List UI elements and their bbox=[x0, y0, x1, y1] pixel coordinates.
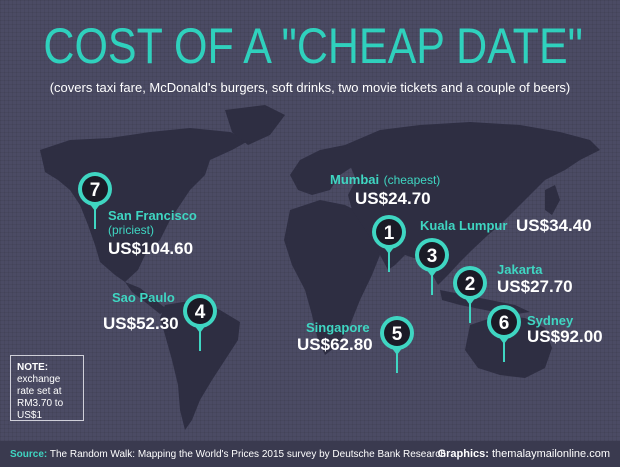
japan-shape bbox=[545, 185, 560, 215]
asia-shape bbox=[345, 122, 600, 285]
pin-rank-label: 5 bbox=[392, 324, 403, 345]
city-name-singapore: Singapore bbox=[306, 320, 370, 335]
europe-shape bbox=[290, 145, 360, 195]
source-label: Source: bbox=[10, 449, 48, 460]
pin-center bbox=[187, 298, 213, 324]
pin-rank-label: 2 bbox=[465, 274, 476, 295]
central-america-shape bbox=[125, 282, 168, 314]
city-name-sao-paulo: Sao Paulo bbox=[112, 290, 175, 305]
australia-shape bbox=[465, 315, 552, 378]
pin-rank-label: 4 bbox=[195, 302, 206, 323]
map-pin-sao-paulo: 4 bbox=[183, 294, 217, 351]
source-line: Source: The Random Walk: Mapping the Wor… bbox=[10, 449, 446, 460]
greenland-shape bbox=[225, 105, 285, 145]
city-name-mumbai: Mumbai bbox=[330, 172, 380, 187]
pin-center bbox=[376, 219, 402, 245]
note-text: exchange rate set at RM3.70 to US$1 bbox=[17, 374, 64, 421]
graphics-label: Graphics: bbox=[437, 448, 489, 460]
city-note-san-francisco: (priciest) bbox=[108, 223, 155, 237]
footer-bar bbox=[0, 441, 620, 467]
pin-center bbox=[384, 320, 410, 346]
price-mumbai: US$24.70 bbox=[355, 189, 431, 208]
city-name-sydney: Sydney bbox=[527, 313, 574, 328]
price-jakarta: US$27.70 bbox=[497, 277, 573, 296]
page-subtitle: (covers taxi fare, McDonald's burgers, s… bbox=[49, 80, 571, 95]
north-america-shape bbox=[40, 128, 250, 282]
pin-center bbox=[419, 242, 445, 268]
pin-center bbox=[491, 309, 517, 335]
price-sao-paulo: US$52.30 bbox=[103, 314, 179, 333]
map-pin-mumbai: 1 bbox=[372, 215, 406, 272]
map-pin-jakarta: 2 bbox=[453, 266, 487, 323]
south-america-shape bbox=[160, 300, 240, 430]
note-heading: NOTE: bbox=[17, 362, 49, 373]
city-name-kuala-lumpur: Kuala Lumpur bbox=[420, 218, 508, 233]
graphics-text: themalaymailonline.com bbox=[492, 448, 610, 460]
pins: 1 2 3 4 5 6 7 bbox=[78, 172, 521, 373]
label-mumbai: Mumbai (cheapest) bbox=[330, 171, 440, 189]
continents bbox=[40, 105, 600, 430]
pin-center bbox=[457, 270, 483, 296]
africa-shape bbox=[284, 200, 380, 355]
page-title: COST OF A "CHEAP DATE" bbox=[43, 18, 583, 74]
map-pin-kuala-lumpur: 3 bbox=[415, 238, 449, 295]
pin-rank-label: 7 bbox=[90, 180, 101, 201]
pin-center bbox=[82, 176, 108, 202]
city-name-jakarta: Jakarta bbox=[497, 262, 543, 277]
map-pin-san-francisco: 7 bbox=[78, 172, 112, 229]
map-pin-sydney: 6 bbox=[487, 305, 521, 362]
city-name-san-francisco: San Francisco bbox=[108, 208, 197, 223]
pin-rank-label: 1 bbox=[384, 223, 395, 244]
price-kuala-lumpur: US$34.40 bbox=[516, 216, 592, 235]
exchange-rate-note: NOTE: exchange rate set at RM3.70 to US$… bbox=[10, 355, 84, 421]
pin-rank-label: 6 bbox=[499, 313, 510, 334]
source-text: The Random Walk: Mapping the World's Pri… bbox=[49, 449, 446, 460]
graphics-credit: Graphics: themalaymailonline.com bbox=[438, 448, 610, 460]
price-singapore: US$62.80 bbox=[297, 335, 373, 354]
city-note-mumbai: (cheapest) bbox=[383, 173, 441, 187]
map-pin-singapore: 5 bbox=[380, 316, 414, 373]
price-sydney: US$92.00 bbox=[527, 327, 603, 346]
pin-rank-label: 3 bbox=[427, 246, 438, 267]
price-san-francisco: US$104.60 bbox=[108, 239, 194, 258]
